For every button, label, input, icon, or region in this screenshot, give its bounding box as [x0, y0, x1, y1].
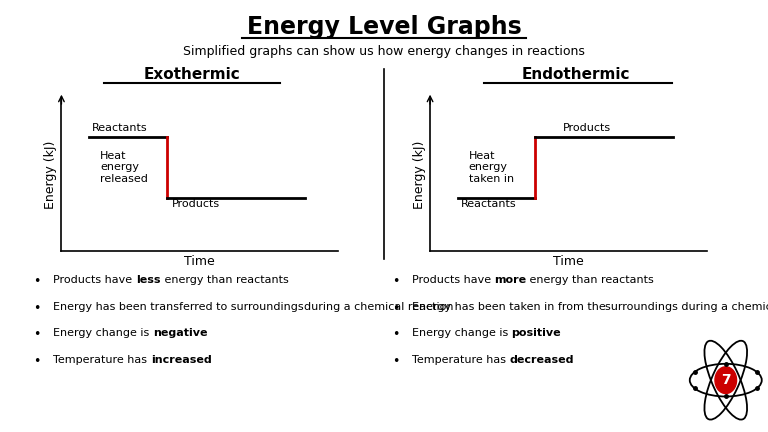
Text: Products have: Products have [54, 275, 136, 285]
Text: Endothermic: Endothermic [521, 67, 631, 82]
Text: Reactants: Reactants [461, 199, 516, 209]
Text: Products: Products [563, 123, 611, 133]
Text: less: less [136, 275, 161, 285]
X-axis label: Time: Time [553, 255, 584, 268]
Text: •: • [33, 275, 40, 288]
Text: positive: positive [511, 328, 561, 338]
Text: surroundings during a chemical reaction: surroundings during a chemical reaction [605, 302, 768, 311]
Text: •: • [392, 302, 400, 314]
Text: energy than reactants: energy than reactants [526, 275, 654, 285]
Text: Energy change is: Energy change is [54, 328, 153, 338]
Text: energy than reactants: energy than reactants [161, 275, 288, 285]
Text: Energy has been taken in from the: Energy has been taken in from the [412, 302, 605, 311]
Text: Reactants: Reactants [92, 123, 147, 133]
Text: increased: increased [151, 355, 212, 365]
Y-axis label: Energy (kJ): Energy (kJ) [413, 141, 426, 209]
Text: Temperature has: Temperature has [54, 355, 151, 365]
Text: Products have: Products have [412, 275, 495, 285]
Text: •: • [33, 355, 40, 368]
X-axis label: Time: Time [184, 255, 215, 268]
Text: decreased: decreased [509, 355, 574, 365]
Text: Products: Products [172, 199, 220, 209]
Text: Energy Level Graphs: Energy Level Graphs [247, 15, 521, 39]
Text: •: • [392, 275, 400, 288]
Circle shape [715, 367, 737, 394]
Text: Energy change is: Energy change is [412, 328, 511, 338]
Text: 7: 7 [721, 373, 730, 387]
Text: Energy has been transferred to surroundings: Energy has been transferred to surroundi… [54, 302, 304, 311]
Text: •: • [392, 355, 400, 368]
Text: more: more [495, 275, 526, 285]
Text: during a chemical reaction: during a chemical reaction [304, 302, 454, 311]
Y-axis label: Energy (kJ): Energy (kJ) [45, 141, 58, 209]
Text: Heat
energy
taken in: Heat energy taken in [468, 151, 514, 184]
Text: Temperature has: Temperature has [412, 355, 509, 365]
Text: •: • [33, 328, 40, 341]
Text: Exothermic: Exothermic [144, 67, 240, 82]
Text: •: • [33, 302, 40, 314]
Text: negative: negative [153, 328, 207, 338]
Text: •: • [392, 328, 400, 341]
Text: Simplified graphs can show us how energy changes in reactions: Simplified graphs can show us how energy… [183, 45, 585, 58]
Text: Heat
energy
released: Heat energy released [100, 151, 148, 184]
